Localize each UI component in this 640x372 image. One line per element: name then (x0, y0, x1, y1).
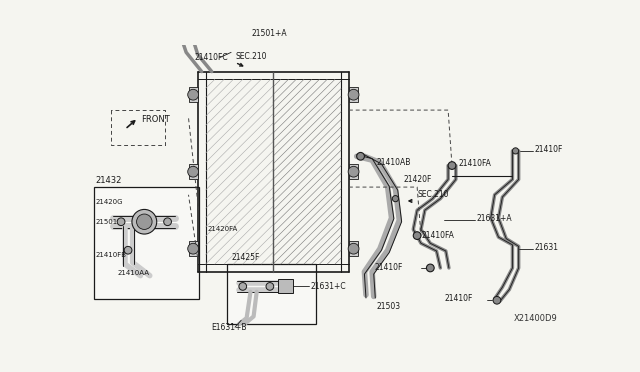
Bar (189, 241, 198, 256)
Bar (189, 87, 198, 102)
Bar (349, 164, 358, 179)
Text: 21410F: 21410F (374, 263, 403, 272)
Bar (278, 279, 293, 294)
Circle shape (348, 166, 359, 177)
Circle shape (426, 264, 434, 272)
Circle shape (117, 218, 125, 225)
Text: 21503: 21503 (376, 302, 400, 311)
Text: 21432: 21432 (95, 176, 122, 185)
Text: E1631+B: E1631+B (211, 323, 246, 332)
Bar (349, 87, 358, 102)
Bar (227, 264, 316, 324)
Circle shape (356, 153, 364, 160)
Circle shape (188, 243, 198, 254)
Circle shape (266, 283, 274, 290)
Text: 21420G: 21420G (95, 199, 123, 205)
Bar (94, 187, 198, 299)
Circle shape (448, 162, 456, 169)
Text: 21410F: 21410F (534, 145, 563, 154)
Text: 21501+A: 21501+A (252, 29, 287, 38)
Text: 21631+A: 21631+A (477, 214, 513, 223)
Text: 21425F: 21425F (231, 253, 259, 262)
Circle shape (164, 218, 172, 225)
Text: SEC.210: SEC.210 (417, 190, 449, 199)
Circle shape (132, 209, 157, 234)
Circle shape (124, 246, 132, 254)
Text: 21631+C: 21631+C (310, 282, 346, 291)
Text: 21410AA: 21410AA (117, 270, 149, 276)
Text: 21410F: 21410F (444, 294, 472, 303)
Text: 21410FA: 21410FA (421, 231, 454, 240)
Bar (189, 164, 198, 179)
Text: FRONT: FRONT (141, 115, 170, 124)
Text: 21501: 21501 (95, 219, 118, 225)
Circle shape (136, 214, 152, 230)
Text: 21410FC: 21410FC (195, 53, 228, 62)
Text: X21400D9: X21400D9 (514, 314, 557, 323)
Circle shape (348, 243, 359, 254)
Text: SEC.210: SEC.210 (235, 52, 266, 61)
Text: 21410FB: 21410FB (95, 252, 127, 258)
Circle shape (188, 89, 198, 100)
Circle shape (392, 196, 399, 202)
Circle shape (239, 283, 246, 290)
Text: 21410FA: 21410FA (458, 160, 491, 169)
Text: 21631: 21631 (534, 243, 558, 251)
Text: 21420FA: 21420FA (207, 227, 237, 232)
Text: 21410AB: 21410AB (376, 158, 410, 167)
Circle shape (188, 166, 198, 177)
Text: 21420F: 21420F (403, 175, 431, 184)
Circle shape (513, 148, 518, 154)
Bar (349, 241, 358, 256)
Circle shape (348, 89, 359, 100)
Circle shape (493, 296, 501, 304)
Circle shape (413, 232, 421, 240)
